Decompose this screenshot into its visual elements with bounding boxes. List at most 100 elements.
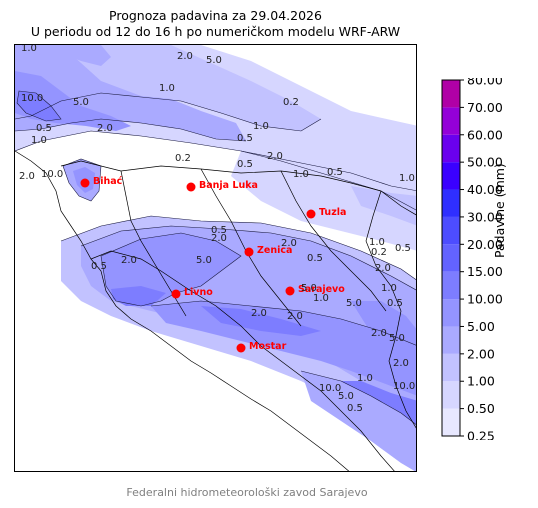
contour-label-20: 0.5 [307,253,323,264]
contour-line-9 [300,370,416,425]
border-inner-2 [120,170,187,317]
colorbar-tick-label-4: 5.00 [467,319,495,334]
contour-labels-layer: 1.02.0 5.01.00.20.5 1.010.0 5.02.00.52.01.0… [19,45,415,414]
title-line-1: Prognoza padavina za 29.04.2026 [109,8,322,23]
contour-label-31: 2.0 [251,308,267,319]
contour-label-23: 1.0 [313,293,329,304]
contour-label-15: 2.0 [281,238,297,249]
colorbar-block-5 [442,271,460,300]
colorbar-block-6 [442,244,460,272]
colorbar-block-1 [442,381,460,409]
city-marker-0[interactable] [80,178,90,188]
contour-label-37: 5.0 [389,333,405,344]
contour-label-41: 1.0 [399,173,415,184]
city-marker-5[interactable] [285,286,295,296]
contour-label-22: 2.0 [287,311,303,322]
contour-label-25: 2.0 [371,328,387,339]
colorbar-tick-label-5: 10.00 [467,292,503,307]
city-label-3: Zenica [257,245,292,256]
contour-line-7 [150,300,416,346]
colorbar-block-12 [442,80,460,108]
contour-label-24: 5.0 [346,298,362,309]
colorbar-tick-label-1: 0.50 [467,401,495,416]
map-panel[interactable]: Bihać Banja Luka Tuzla Zenica Livno Sarajevo M… [14,44,417,472]
contour-line-5 [60,215,416,280]
colorbar-tick-label-9: 40.00 [467,182,503,197]
contour-label-5: 0.5 [36,123,52,134]
colorbar-tick-label-0: 0.25 [467,429,495,441]
contour-label-45: 0.5 [395,243,411,254]
contour-line-6 [100,232,242,307]
contour-label-38: 10.0 [393,381,415,392]
colorbar-tick-label-10: 50.00 [467,155,503,170]
contour-label-35: 0.5 [347,403,363,414]
cities-layer: Bihać Banja Luka Tuzla Zenica Livno Sarajevo M… [80,176,346,353]
contour-label-6: 1.0 [253,121,269,132]
contour-label-7: 10.0 [21,93,43,104]
contour-label-32: 10.0 [319,383,341,394]
contour-line-11 [62,158,102,202]
contour-label-2: 5.0 [206,55,222,66]
precip-zone-central-5b [151,301,416,396]
colorbar-block-4 [442,299,460,327]
precip-zone-nw-1 [15,45,321,131]
colorbar-label: Padavine (mm) [492,163,507,258]
precip-zone-east-1 [351,186,416,226]
colorbar-tick-label-8: 30.00 [467,209,503,224]
precip-zone-se-light [301,371,416,471]
city-marker-2[interactable] [306,209,316,219]
contour-label-1: 2.0 [177,51,193,62]
contour-label-33: 5.0 [338,391,354,402]
colorbar-block-0 [442,408,460,436]
city-marker-6[interactable] [236,343,246,353]
colorbar-tick-label-2: 1.00 [467,374,495,389]
contour-line-3 [15,130,416,211]
contour-label-19: 2.0 [211,233,227,244]
city-marker-4[interactable] [171,289,181,299]
contour-label-26: 0.5 [387,298,403,309]
contour-label-4: 0.2 [283,97,299,108]
city-marker-1[interactable] [186,182,196,192]
contour-label-21: 5.0 [301,283,317,294]
precipitation-map: Bihać Banja Luka Tuzla Zenica Livno Sarajevo M… [15,45,416,471]
contour-label-39: 10.0 [41,169,63,180]
colorbar: 0.25 0.50 1.00 2.00 5.00 10.00 15.00 20.00 30.00… [441,78,503,441]
colorbar-block-2 [442,353,460,382]
border-bih-east [365,190,416,429]
contour-label-30: 5.0 [196,255,212,266]
contour-label-12: 1.0 [31,135,47,146]
border-bih-south [90,250,395,471]
colorbar-block-11 [442,107,460,135]
border-inner-3 [280,170,387,312]
colorbar-tick-label-13: 80.00 [467,78,503,88]
city-label-0: Bihać [93,176,123,187]
city-marker-3[interactable] [244,247,254,257]
colorbar-blocks [442,80,460,436]
city-label-6: Mostar [249,341,287,352]
contour-label-43: 0.2 [371,247,387,258]
colorbar-block-10 [442,134,460,163]
precip-zone-east-light [231,151,416,251]
contour-label-44: 2.0 [375,263,391,274]
contour-line-8 [240,150,416,191]
colorbar-tick-label-6: 15.00 [467,264,503,279]
contour-label-16: 1.0 [293,169,309,180]
precip-zone-n-2 [51,45,111,66]
colorbar-frame [441,79,461,437]
title-line-2: U periodu od 12 do 16 h po numeričkom mo… [30,24,401,39]
contour-label-40: 2.0 [19,171,35,182]
colorbar-block-9 [442,162,460,190]
precip-zone-central-10 [111,286,166,306]
contour-label-14: 0.5 [237,159,253,170]
colorbar-block-8 [442,189,460,217]
colorbar-block-3 [442,326,460,354]
colorbar-tick-label-7: 20.00 [467,237,503,252]
contour-label-8: 5.0 [73,97,89,108]
contour-label-34: 1.0 [357,373,373,384]
contour-label-10: 0.5 [237,133,253,144]
contour-label-11: 2.0 [267,151,283,162]
colorbar-tick-label-12: 70.00 [467,100,503,115]
contour-label-9: 2.0 [97,123,113,134]
contour-label-28: 0.5 [91,261,107,272]
border-bih-north [60,160,416,216]
